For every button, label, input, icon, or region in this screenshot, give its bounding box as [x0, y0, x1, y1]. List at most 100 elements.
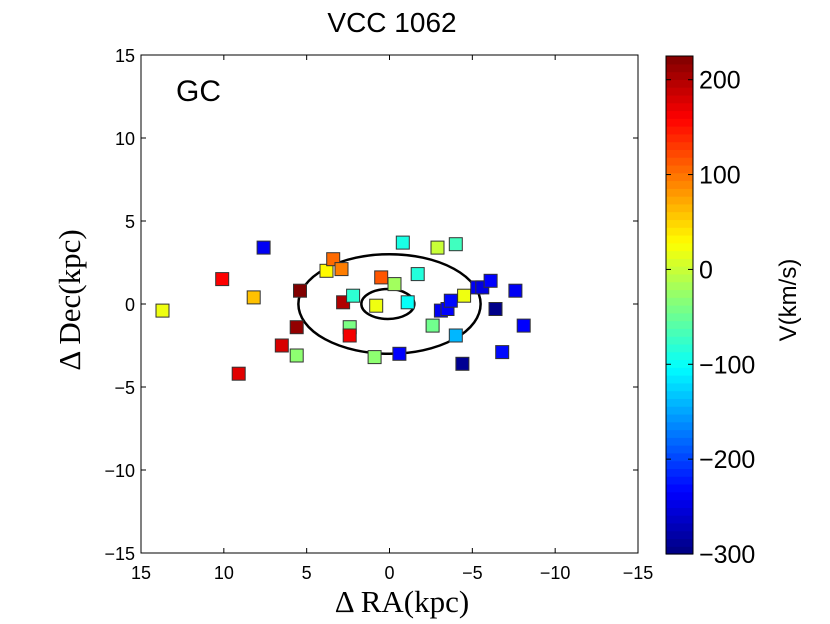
gc-point	[483, 273, 498, 288]
colorbar-strip	[666, 133, 693, 143]
colorbar-strip	[666, 328, 693, 337]
colorbar-strip	[666, 546, 693, 555]
gc-point	[430, 240, 445, 255]
gc-point	[319, 263, 334, 278]
colorbar-strip	[666, 250, 693, 259]
colorbar-strip	[666, 320, 693, 329]
y-axis-ticks: −15 −10 −5 0 5 10 15	[104, 46, 638, 564]
gc-points	[155, 235, 531, 381]
colorbar-strip	[666, 351, 693, 361]
x-tick-label: −5	[462, 563, 483, 583]
gc-point	[400, 295, 415, 310]
colorbar-strip	[666, 149, 693, 158]
gc-point	[334, 262, 349, 277]
x-tick-label: 0	[384, 563, 394, 583]
colorbar-strip	[666, 157, 693, 166]
x-tick-label: −15	[623, 563, 654, 583]
colorbar-strip	[666, 375, 693, 384]
colorbar-strip	[666, 421, 693, 431]
gc-point	[231, 366, 246, 381]
colorbar-tick-label: −200	[699, 446, 755, 474]
gc-point	[342, 328, 357, 343]
colorbar-strip	[666, 445, 693, 454]
gc-point	[395, 235, 410, 250]
y-tick-label: −10	[104, 461, 135, 481]
colorbar-strip	[666, 110, 693, 119]
colorbar-strip	[666, 452, 693, 462]
gc-point	[289, 348, 304, 363]
gc-point	[246, 290, 261, 305]
y-axis-label: Δ Dec(kpc)	[52, 229, 87, 370]
colorbar-strip	[666, 398, 693, 407]
colorbar-strip	[666, 413, 693, 423]
colorbar-strip	[666, 367, 693, 376]
gc-point	[425, 318, 440, 333]
panel-label: GC	[176, 75, 221, 108]
x-axis-ticks: 15 10 5 0 −5 −10 −15	[131, 55, 653, 583]
colorbar-strip	[666, 102, 693, 112]
gc-point	[374, 270, 389, 285]
y-tick-label: 15	[115, 46, 135, 66]
colorbar-strip	[666, 211, 693, 221]
gc-point	[274, 338, 289, 353]
colorbar-ticks: 200 100 0 −100 −200 −300	[666, 67, 755, 569]
colorbar-strip	[666, 406, 693, 415]
x-axis-label: Δ RA(kpc)	[335, 584, 469, 619]
colorbar-strip	[666, 227, 693, 236]
gc-point	[215, 272, 230, 287]
gc-point	[387, 277, 402, 292]
colorbar-frame	[665, 55, 694, 555]
plot-area: 15 10 5 0 −5 −10 −15 −15 −10 −5 0 5 10 15 GC	[104, 46, 653, 583]
chart-title: VCC 1062	[327, 7, 456, 38]
gc-point	[346, 288, 361, 303]
colorbar-strip	[666, 266, 693, 275]
colorbar-strip	[666, 468, 693, 477]
colorbar-strip	[666, 87, 693, 96]
colorbar-strip	[666, 507, 693, 516]
gc-point	[508, 283, 523, 298]
colorbar-strip	[666, 234, 693, 244]
y-tick-label: −15	[104, 544, 135, 564]
gc-point	[367, 350, 382, 365]
colorbar-strip	[666, 390, 693, 399]
y-tick-label: 10	[115, 129, 135, 149]
colorbar-strip	[666, 530, 693, 540]
gc-point	[443, 293, 458, 308]
colorbar-strip	[666, 483, 693, 493]
colorbar-strip	[666, 312, 693, 322]
colorbar-strip	[666, 359, 693, 368]
colorbar-tick-label: −300	[699, 541, 755, 569]
y-tick-label: −5	[114, 378, 135, 398]
gc-point	[455, 356, 470, 371]
gc-point	[293, 283, 307, 298]
y-tick-label: 0	[125, 295, 135, 315]
gc-point	[369, 298, 384, 313]
colorbar-tick-label: −100	[699, 351, 755, 379]
gc-point	[289, 320, 304, 335]
colorbar-strip	[666, 118, 693, 127]
colorbar-tick-label: 200	[699, 67, 741, 95]
colorbar-strip	[666, 56, 693, 65]
colorbar-strip	[666, 336, 693, 345]
colorbar-strip	[666, 71, 693, 80]
colorbar-strip	[666, 382, 693, 392]
y-tick-label: 5	[125, 212, 135, 232]
colorbar-strip	[666, 429, 693, 438]
colorbar-strip	[666, 522, 693, 532]
colorbar-strip	[666, 281, 693, 291]
gc-point	[457, 288, 472, 303]
colorbar-strip	[666, 460, 693, 470]
gc-point	[495, 345, 510, 360]
colorbar-strip	[666, 273, 693, 283]
colorbar-strip	[666, 94, 693, 104]
colorbar-strip	[666, 242, 693, 252]
colorbar-strip	[666, 515, 693, 524]
colorbar-strip	[666, 203, 693, 213]
x-tick-label: 15	[131, 563, 151, 583]
colorbar-strip	[666, 297, 693, 306]
colorbar-strip	[666, 180, 693, 189]
colorbar-strip	[666, 188, 693, 197]
colorbar-strip	[666, 196, 693, 205]
gc-point	[448, 237, 463, 252]
